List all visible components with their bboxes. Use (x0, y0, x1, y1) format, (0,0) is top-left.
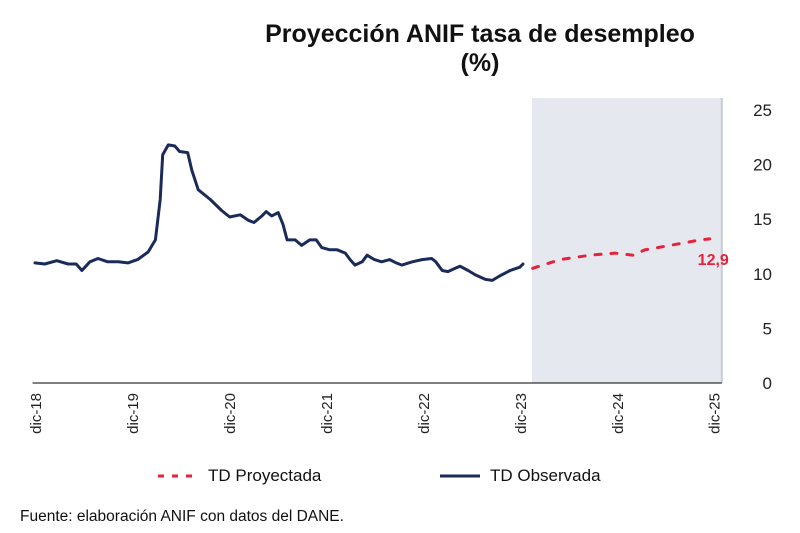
x-tick-label: dic-23 (513, 393, 530, 434)
x-tick-label: dic-21 (319, 393, 336, 434)
x-tick-label: dic-20 (222, 393, 239, 434)
x-tick-label: dic-19 (125, 393, 142, 434)
legend-item-projected: TD Proyectada (158, 466, 321, 486)
legend-item-observed: TD Observada (440, 466, 601, 486)
y-tick-label: 0 (763, 374, 772, 393)
x-tick-label: dic-24 (610, 393, 627, 434)
x-tick-label: dic-18 (28, 393, 45, 434)
dashed-line-swatch-icon (158, 474, 198, 478)
chart-title-line-2: (%) (460, 49, 500, 77)
source-note: Fuente: elaboración ANIF con datos del D… (20, 508, 344, 525)
series-line-td-observada (33, 143, 525, 282)
x-tick-label: dic-25 (707, 393, 724, 434)
y-tick-label: 10 (753, 265, 772, 284)
legend-label-observed: TD Observada (490, 466, 601, 485)
data-label-last-projection: 12,9 (698, 252, 729, 269)
y-tick-label: 20 (753, 156, 772, 175)
y-tick-label: 5 (763, 319, 772, 338)
series-line-td-proyectada (531, 237, 712, 270)
legend-label-projected: TD Proyectada (208, 466, 322, 485)
chart-title: Proyección ANIF tasa de desempleo (%) (170, 20, 790, 78)
y-tick-label: 25 (753, 101, 772, 120)
chart-title-line-1: Proyección ANIF tasa de desempleo (265, 20, 695, 48)
solid-line-swatch-icon (440, 474, 480, 478)
x-tick-label: dic-22 (416, 393, 433, 434)
y-tick-label: 15 (753, 210, 772, 229)
